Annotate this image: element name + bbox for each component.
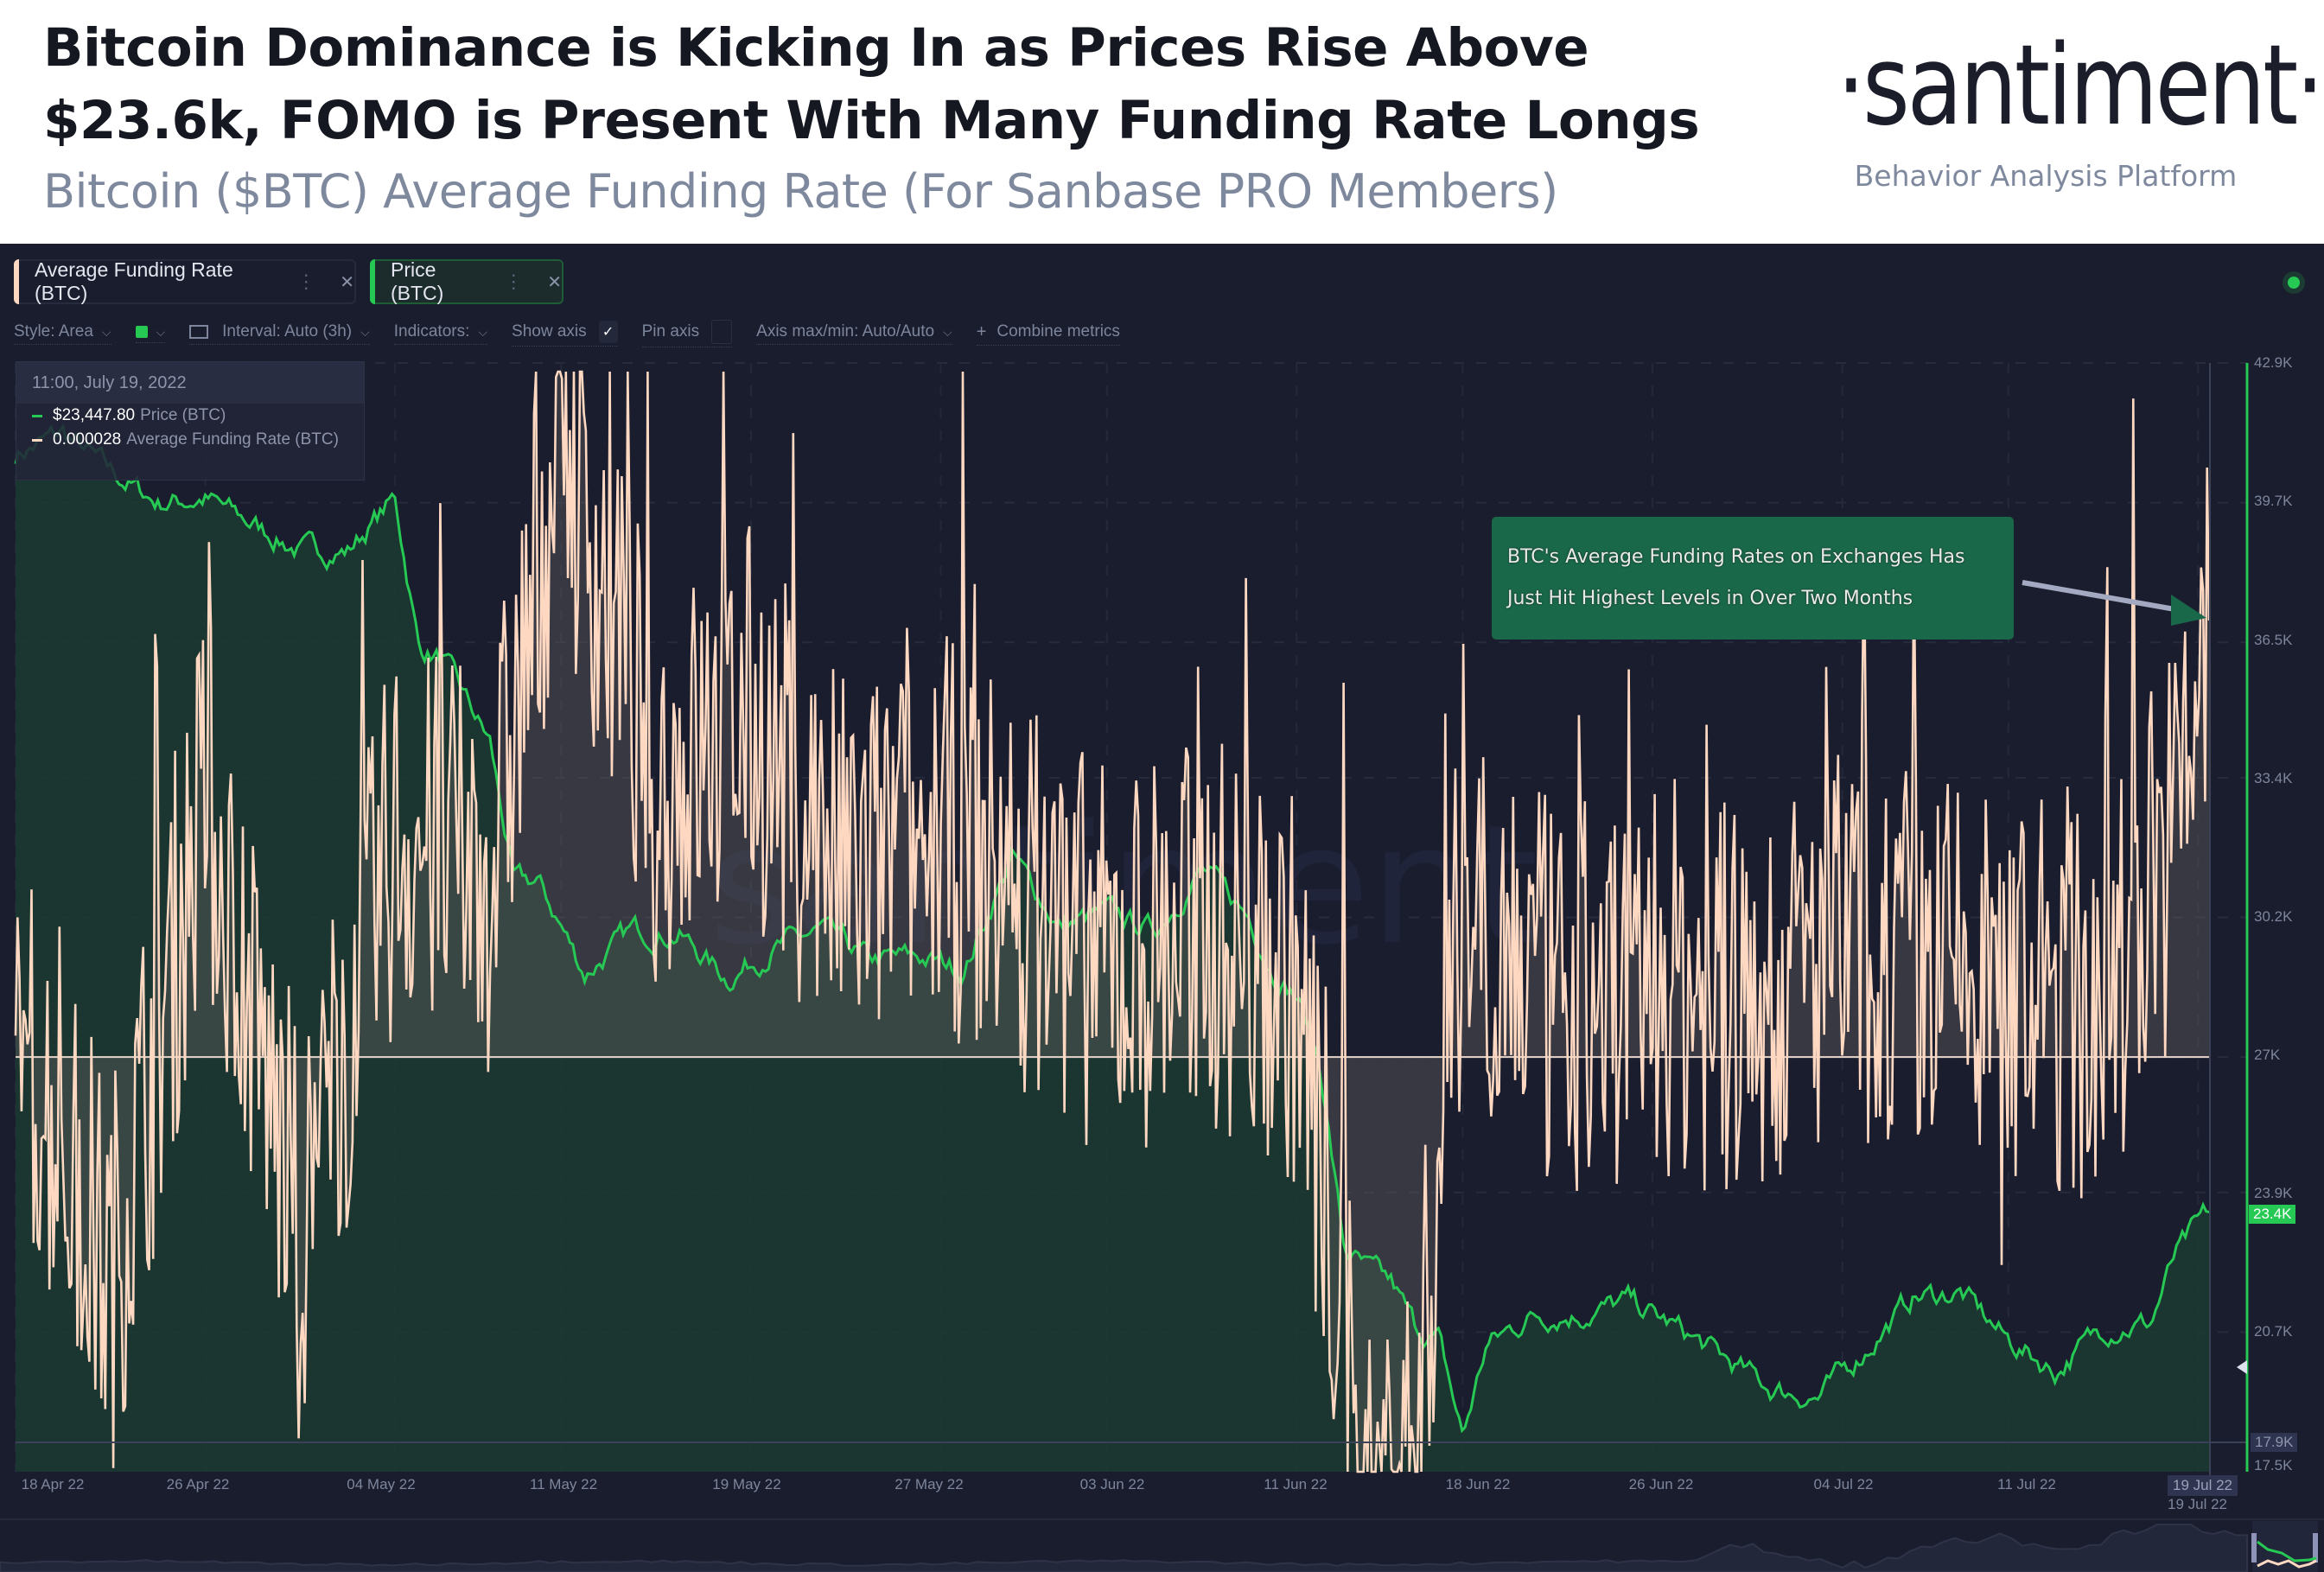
checkbox-unchecked-icon[interactable] xyxy=(711,320,733,344)
x-tick-label: 04 Jul 22 xyxy=(1813,1476,1874,1492)
y-tick-label: 23.9K xyxy=(2254,1185,2293,1201)
tooltip-value: 0.000028 xyxy=(53,430,122,449)
metric-color-bar xyxy=(370,259,375,304)
x-tick-label: 27 May 22 xyxy=(895,1476,964,1492)
combine-label: Combine metrics xyxy=(996,322,1120,340)
x-tick-label: 03 Jun 22 xyxy=(1079,1476,1145,1492)
navigator-handle-right xyxy=(2313,1533,2318,1562)
legend-swatch-funding xyxy=(32,438,42,442)
arrow-head-icon xyxy=(2171,595,2206,626)
metric-tab-label: Price (BTC) xyxy=(391,258,444,304)
chevron-down-icon: ⌵ xyxy=(156,324,166,339)
interval-label: Interval: Auto (3h) xyxy=(222,322,353,340)
chevron-down-icon: ⌵ xyxy=(943,324,952,339)
title-line-2: $23.6k, FOMO is Present With Many Fundin… xyxy=(43,90,1700,151)
price-area-fill xyxy=(16,426,2209,1473)
pin-axis-label: Pin axis xyxy=(641,322,700,340)
funding-rate-line xyxy=(14,370,2211,1473)
x-tick-label: 18 Apr 22 xyxy=(21,1476,85,1492)
plus-icon: + xyxy=(976,321,987,341)
navigator-funding-line xyxy=(2257,1559,2317,1569)
chart-tooltip: 11:00, July 19, 2022 $23,447.80 Price (B… xyxy=(16,361,365,481)
chart-toolbar: Style: Area ⌵ ⌵ Interval: Auto (3h) ⌵ Indi… xyxy=(14,320,1144,347)
ruler-icon xyxy=(189,325,209,339)
axis-minmax-dropdown[interactable]: Axis max/min: Auto/Auto ⌵ xyxy=(756,322,952,345)
x-tick-label: 11 May 22 xyxy=(529,1476,598,1492)
indicators-label: Indicators: xyxy=(393,322,470,340)
color-dropdown[interactable]: ⌵ xyxy=(135,324,166,343)
logo-tagline: Behavior Analysis Platform xyxy=(1854,159,2238,193)
y-min-label: 17.9K xyxy=(2251,1433,2298,1452)
y-tick-label: 20.7K xyxy=(2254,1323,2293,1340)
metric-color-bar xyxy=(14,259,19,304)
axis-marker-icon xyxy=(2237,1360,2247,1374)
x-tick-label: 26 Apr 22 xyxy=(166,1476,230,1492)
tooltip-row-price: $23,447.80 Price (BTC) xyxy=(16,404,364,428)
annotation-line-1: BTC's Average Funding Rates on Exchanges… xyxy=(1507,546,1965,568)
current-price-label: 23.4K xyxy=(2249,1205,2296,1224)
chevron-down-icon: ⌵ xyxy=(360,324,370,339)
navigator-handle-left xyxy=(2251,1533,2257,1562)
metric-tab-label: Average Funding Rate (BTC) xyxy=(35,258,233,304)
more-vertical-icon[interactable]: ⋮ xyxy=(296,270,316,292)
pin-axis-toggle[interactable]: Pin axis xyxy=(641,320,733,347)
navigator-history xyxy=(0,1524,2248,1572)
annotation-line-2: Just Hit Highest Levels in Over Two Mont… xyxy=(1507,588,1913,609)
chevron-down-icon: ⌵ xyxy=(101,324,111,339)
funding-area-fill xyxy=(16,372,2209,1472)
y-tick-label: 27K xyxy=(2254,1047,2281,1063)
legend-swatch-price xyxy=(32,414,42,417)
page-title: Bitcoin Dominance is Kicking In as Price… xyxy=(43,12,1700,157)
y-tick-label: 36.5K xyxy=(2254,632,2293,648)
y-tick-label: 39.7K xyxy=(2254,493,2293,509)
current-date-label: 19 Jul 22 xyxy=(2168,1475,2238,1496)
style-label: Style: Area xyxy=(14,322,93,340)
metric-tab-price[interactable]: Price (BTC) ⋮ ✕ xyxy=(370,258,563,304)
x-tick-label: 19 May 22 xyxy=(712,1476,781,1492)
annotation-arrow-line xyxy=(2022,580,2181,613)
more-vertical-icon[interactable]: ⋮ xyxy=(504,270,524,292)
y-tick-label: 30.2K xyxy=(2254,908,2293,925)
indicators-dropdown[interactable]: Indicators: ⌵ xyxy=(393,322,488,345)
tooltip-row-funding: 0.000028 Average Funding Rate (BTC) xyxy=(16,428,364,452)
x-tick-label: 26 Jun 22 xyxy=(1628,1476,1694,1492)
page-subtitle: Bitcoin ($BTC) Average Funding Rate (For… xyxy=(43,164,1558,219)
annotation-callout: BTC's Average Funding Rates on Exchanges… xyxy=(1492,517,2014,640)
tooltip-metric-name: Average Funding Rate (BTC) xyxy=(126,430,339,449)
tooltip-metric-name: Price (BTC) xyxy=(140,406,226,424)
style-dropdown[interactable]: Style: Area ⌵ xyxy=(14,322,111,345)
close-icon[interactable]: ✕ xyxy=(547,272,562,292)
y-tick-label: 42.9K xyxy=(2254,354,2293,371)
santiment-logo: ·santiment· xyxy=(1837,22,2324,150)
tooltip-datetime: 11:00, July 19, 2022 xyxy=(16,362,364,404)
interval-dropdown[interactable]: Interval: Auto (3h) ⌵ xyxy=(189,322,370,345)
title-line-1: Bitcoin Dominance is Kicking In as Price… xyxy=(43,17,1589,79)
header: Bitcoin Dominance is Kicking In as Price… xyxy=(0,0,2324,244)
navigator-price-line xyxy=(2257,1540,2317,1562)
show-axis-label: Show axis xyxy=(512,322,587,340)
x-tick-label: 11 Jul 22 xyxy=(1997,1476,2056,1492)
tooltip-value: $23,447.80 xyxy=(53,406,136,424)
metric-tab-funding-rate[interactable]: Average Funding Rate (BTC) ⋮ ✕ xyxy=(14,258,356,304)
x-tick-label: 19 Jul 22 xyxy=(2168,1496,2227,1512)
price-line xyxy=(14,423,2210,1434)
chart-canvas[interactable]: santiment xyxy=(0,244,2324,1572)
y-tick-label: 33.4K xyxy=(2254,770,2293,786)
x-tick-label: 04 May 22 xyxy=(347,1476,416,1492)
show-axis-toggle[interactable]: Show axis ✓ xyxy=(512,321,618,347)
chevron-down-icon: ⌵ xyxy=(478,324,488,339)
x-tick-label: 11 Jun 22 xyxy=(1264,1476,1328,1492)
x-tick-label: 18 Jun 22 xyxy=(1445,1476,1511,1492)
close-icon[interactable]: ✕ xyxy=(340,272,354,292)
axis-minmax-label: Axis max/min: Auto/Auto xyxy=(756,322,935,340)
y-tick-label: 17.5K xyxy=(2254,1457,2293,1473)
checkbox-checked-icon[interactable]: ✓ xyxy=(598,321,618,343)
color-swatch xyxy=(135,326,148,338)
live-status-dot xyxy=(2288,277,2300,289)
combine-metrics-button[interactable]: + Combine metrics xyxy=(976,321,1120,346)
